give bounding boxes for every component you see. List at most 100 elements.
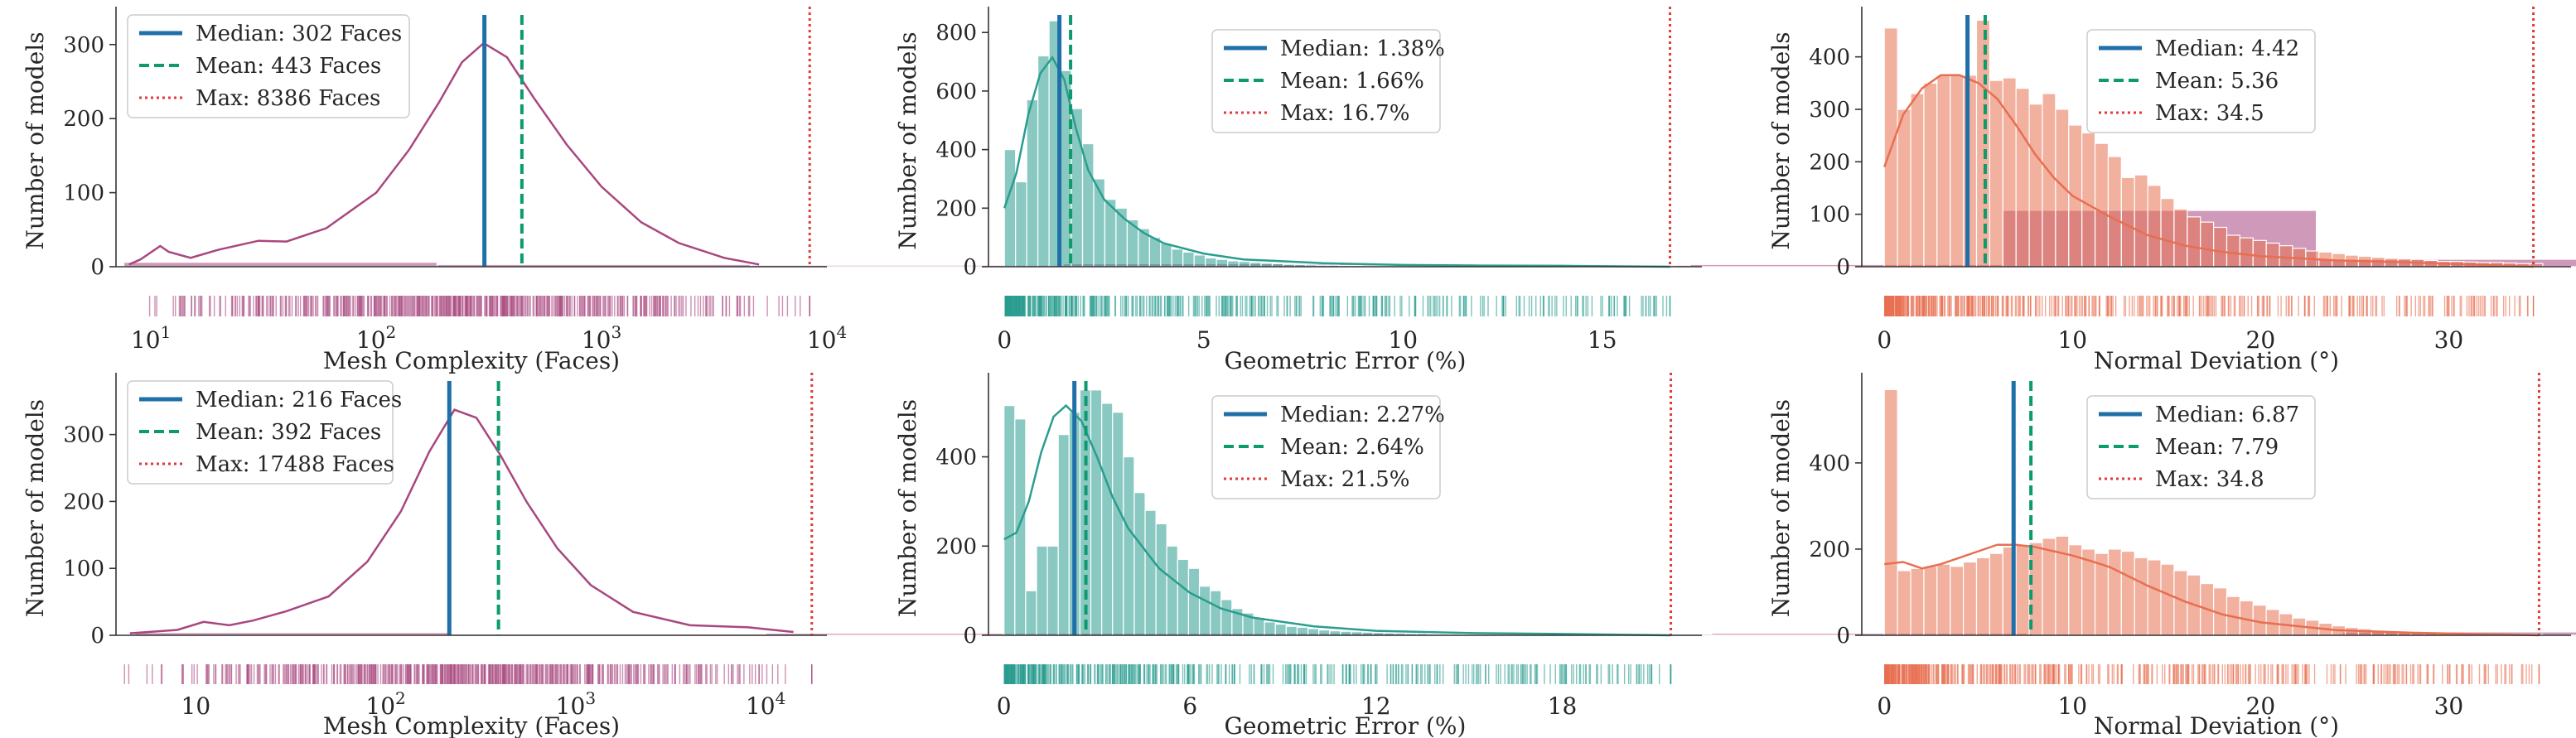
y-tick-label: 200 <box>63 107 104 132</box>
histogram-bar <box>1975 19 1990 268</box>
y-tick-label: 300 <box>63 33 104 58</box>
legend-frame <box>127 380 394 485</box>
legend: Median: 2.27% Mean: 2.64% Max: 21.5% <box>1211 395 1445 499</box>
chart-panel-5: 0 200 400 Number of models 0 6 12 18 Geometric E… <box>894 373 1702 738</box>
x-tick-label: 12 <box>1361 692 1391 720</box>
histogram-bar <box>2160 563 2175 636</box>
histogram-bar <box>2134 557 2148 636</box>
legend-frame <box>2086 29 2316 133</box>
histogram-bar <box>2042 93 2056 268</box>
histogram-bar <box>2265 242 2280 268</box>
histogram-bar <box>1296 626 1309 636</box>
y-tick-label: 200 <box>935 196 977 221</box>
histogram-bar <box>1963 75 1978 268</box>
x-tick-label: 103 <box>556 688 596 720</box>
histogram-bar <box>1923 566 1938 636</box>
histogram-bar <box>1037 55 1050 268</box>
histogram-bar <box>1210 590 1222 636</box>
y-axis-label: Number of models <box>894 399 921 617</box>
x-axis-label: Normal Deviation (°) <box>2094 712 2339 738</box>
histogram-bar <box>2055 109 2070 268</box>
histogram-bar <box>2120 550 2135 636</box>
x-tick-label: 104 <box>746 688 785 720</box>
histogram-bar <box>1155 523 1167 636</box>
histogram-bar <box>2107 548 2122 636</box>
legend-label-mean: Mean: 1.66% <box>1280 69 1424 94</box>
x-tick-label: 6 <box>1182 692 1197 720</box>
histogram-bar <box>1220 599 1233 636</box>
y-tick-label: 400 <box>1809 451 1850 476</box>
rug-plot <box>1003 664 1672 684</box>
chart-panel-6: 0 200 400 Number of models 0 10 20 30 Normal Dev… <box>1767 373 2571 738</box>
histogram-bar <box>2028 104 2043 268</box>
histogram-bar <box>1090 389 1103 636</box>
histogram-bar <box>1025 590 1037 636</box>
histogram-bar <box>2279 245 2293 268</box>
histogram-bar <box>1036 545 1048 636</box>
histogram-bar <box>1112 412 1124 636</box>
histogram-bar <box>1014 418 1027 636</box>
histogram-bar <box>1897 109 1911 268</box>
y-tick-label: 300 <box>1809 98 1850 123</box>
histogram-bar <box>1015 181 1027 268</box>
histogram-bar <box>1057 434 1070 636</box>
y-tick-label: 0 <box>963 624 977 649</box>
histogram-bar <box>1923 82 1938 268</box>
legend-frame <box>1211 29 1441 133</box>
legend: Median: 6.87 Mean: 7.79 Max: 34.8 <box>2086 395 2316 499</box>
histogram-bar <box>2107 156 2122 268</box>
x-tick-label: 10 <box>1388 326 1418 354</box>
y-tick-label: 0 <box>963 255 977 280</box>
kde-curve <box>1003 55 1670 268</box>
histogram-bar <box>2160 198 2175 268</box>
histogram-bar <box>1274 623 1287 636</box>
chart-panel-2: 0 200 400 600 800 Number of models 0 5 10 15 Geome… <box>894 7 1702 374</box>
histogram-bar <box>1144 509 1157 636</box>
x-tick-label: 104 <box>807 322 847 354</box>
legend-frame <box>127 14 410 118</box>
histogram-bar <box>2147 185 2162 268</box>
x-tick-label: 0 <box>997 692 1012 720</box>
histogram-bar <box>2094 142 2110 268</box>
legend-label-median: Median: 1.38% <box>1280 36 1445 61</box>
x-tick-label: 103 <box>582 322 621 354</box>
histogram-bar <box>1205 257 1217 268</box>
legend-label-mean: Mean: 2.64% <box>1280 435 1424 460</box>
legend-frame <box>1211 395 1441 499</box>
legend: Median: 302 Faces Mean: 443 Faces Max: 838… <box>127 14 410 118</box>
rug-plot <box>123 664 813 684</box>
histogram-bar <box>1897 570 1911 636</box>
histogram-bar <box>2042 538 2056 636</box>
x-axis-label: Mesh Complexity (Faces) <box>323 712 620 738</box>
y-tick-label: 200 <box>1809 150 1850 175</box>
rug-plot <box>1004 296 1671 316</box>
histogram-bar <box>1989 552 2003 636</box>
kde-curve <box>1883 74 2534 268</box>
y-tick-label: 0 <box>1836 624 1850 649</box>
histogram-bar <box>1216 258 1229 268</box>
histogram-bar <box>2134 174 2148 268</box>
legend-label-median: Median: 216 Faces <box>196 388 402 412</box>
legend-label-mean: Mean: 443 Faces <box>196 54 381 79</box>
histogram-bar <box>1160 243 1172 268</box>
histogram-bar <box>1975 557 1990 636</box>
y-tick-label: 800 <box>935 21 977 46</box>
histogram-bar <box>1950 566 1965 636</box>
y-tick-label: 400 <box>1809 46 1850 70</box>
y-axis-label: Number of models <box>1767 399 1795 617</box>
histogram-bar <box>1318 629 1331 636</box>
y-tick-label: 100 <box>1809 203 1850 228</box>
rug-plot <box>148 296 810 316</box>
legend-label-mean: Mean: 392 Faces <box>196 420 381 445</box>
histogram-bar <box>1264 621 1276 636</box>
legend: Median: 1.38% Mean: 1.66% Max: 16.7% <box>1211 29 1445 133</box>
histogram-bar <box>1003 405 1016 636</box>
x-tick-label: 15 <box>1588 326 1617 354</box>
histogram-bar <box>1936 563 1951 636</box>
histogram-bar <box>2226 234 2240 268</box>
y-axis-label: Number of models <box>1767 31 1795 249</box>
legend-label-median: Median: 302 Faces <box>196 22 402 46</box>
legend-label-median: Median: 4.42 <box>2155 36 2299 61</box>
